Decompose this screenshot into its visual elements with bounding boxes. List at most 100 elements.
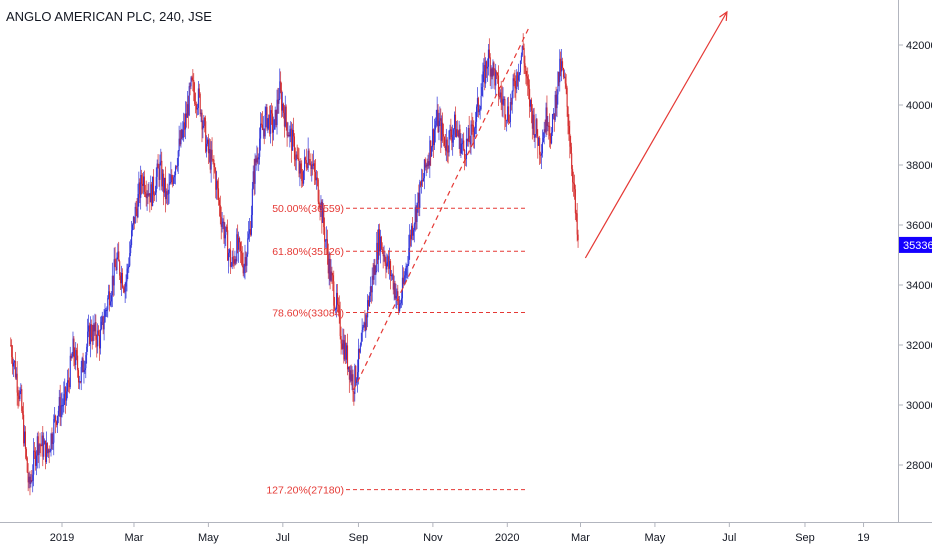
candle-body [81,358,83,367]
candle-body [23,414,25,444]
candle-body [261,124,263,130]
candle-body [58,397,60,411]
candle-body [331,271,333,276]
candle-body [109,291,111,306]
candle-body [324,227,326,242]
candle-body [325,239,328,241]
candle-body [184,122,186,130]
candle-body [15,373,17,378]
candle-body [204,117,206,122]
candle-body [27,472,29,483]
candle-body [450,129,452,138]
candle-body [436,109,438,122]
y-tick-label: 42000 [906,40,932,52]
candle-body [566,87,568,107]
candle-body [109,301,112,306]
candle-body [470,124,472,145]
candle-body [536,119,538,136]
candle-body [50,433,52,451]
candle-body [202,125,204,130]
candle-body [264,114,266,137]
candle-body [273,119,275,130]
candle-body [412,229,414,236]
candle-body [366,315,368,318]
candle-body [449,129,451,131]
candle-body [465,138,468,159]
candle-body [128,265,130,268]
candle-body [223,221,225,239]
candle-body [526,76,528,79]
candle-body [397,291,399,301]
chart-title: ANGLO AMERICAN PLC, 240, JSE [6,9,212,24]
candle-body [72,338,74,357]
last-price-tag: 35336 [899,236,932,253]
candle-body [191,77,193,80]
candle-body [389,261,392,277]
candle-body [221,223,223,227]
candle-body [443,134,445,137]
price-axis[interactable]: 28000 30000 32000 34000 36000 38000 40000 42000 [898,40,932,472]
candle-body [183,122,185,131]
candle-body [427,161,429,167]
candle-body [407,263,409,267]
candle-body [513,78,515,82]
candle-body [396,291,398,296]
candle-body [91,337,93,342]
fib-level-label: 127.20%(27180) [266,485,344,497]
candle-body [380,236,382,250]
candle-body [523,47,525,64]
candle-body [228,249,231,253]
candle-body [414,207,416,225]
time-axis[interactable]: 2019 Mar May Jul Sep Nov 2020 Mar May Jul Sep 19 [50,522,870,544]
candle-body [443,136,446,146]
candle-body [250,215,253,235]
candle-body [512,78,514,92]
candle-body [313,163,315,166]
candle-body [429,140,431,166]
x-tick-label: 2019 [50,532,74,544]
candle-body [548,125,550,127]
candle-body [494,69,496,86]
candle-body [199,93,201,115]
candle-body [69,355,71,388]
candle-body [336,292,338,310]
candle-body [549,126,551,136]
candle-body [93,324,95,332]
candle-body [17,392,19,396]
candle-body [253,171,255,184]
candle-body [505,118,507,121]
candle-body [373,264,375,280]
candle-body [258,156,260,160]
candle-body [84,368,86,371]
candle-body [154,192,156,195]
candle-body [300,163,302,172]
candle-body [534,134,536,138]
candle-body [567,106,569,126]
candle-body [551,132,553,144]
candle-body [140,175,142,198]
candle-body [447,151,449,153]
candle-body [51,433,53,444]
candle-body [188,86,190,116]
candle-body [138,182,140,195]
candle-body [66,380,69,392]
candle-body [441,122,443,141]
candle-body [153,194,156,196]
candle-body [424,159,426,168]
candle-body [77,355,79,371]
candle-body [297,157,299,159]
candle-body [426,164,428,167]
fib-level-label: 78.60%(33084) [272,307,344,319]
candle-body [294,159,296,161]
candle-body [453,129,455,135]
candle-body [344,342,346,360]
candle-body [163,173,165,193]
candle-body [144,191,146,194]
candle-body [308,150,310,164]
candle-body [456,129,458,133]
candle-body [382,250,384,257]
y-tick-label: 36000 [906,220,932,232]
candle-body [571,153,573,169]
x-tick-label: May [645,532,666,544]
